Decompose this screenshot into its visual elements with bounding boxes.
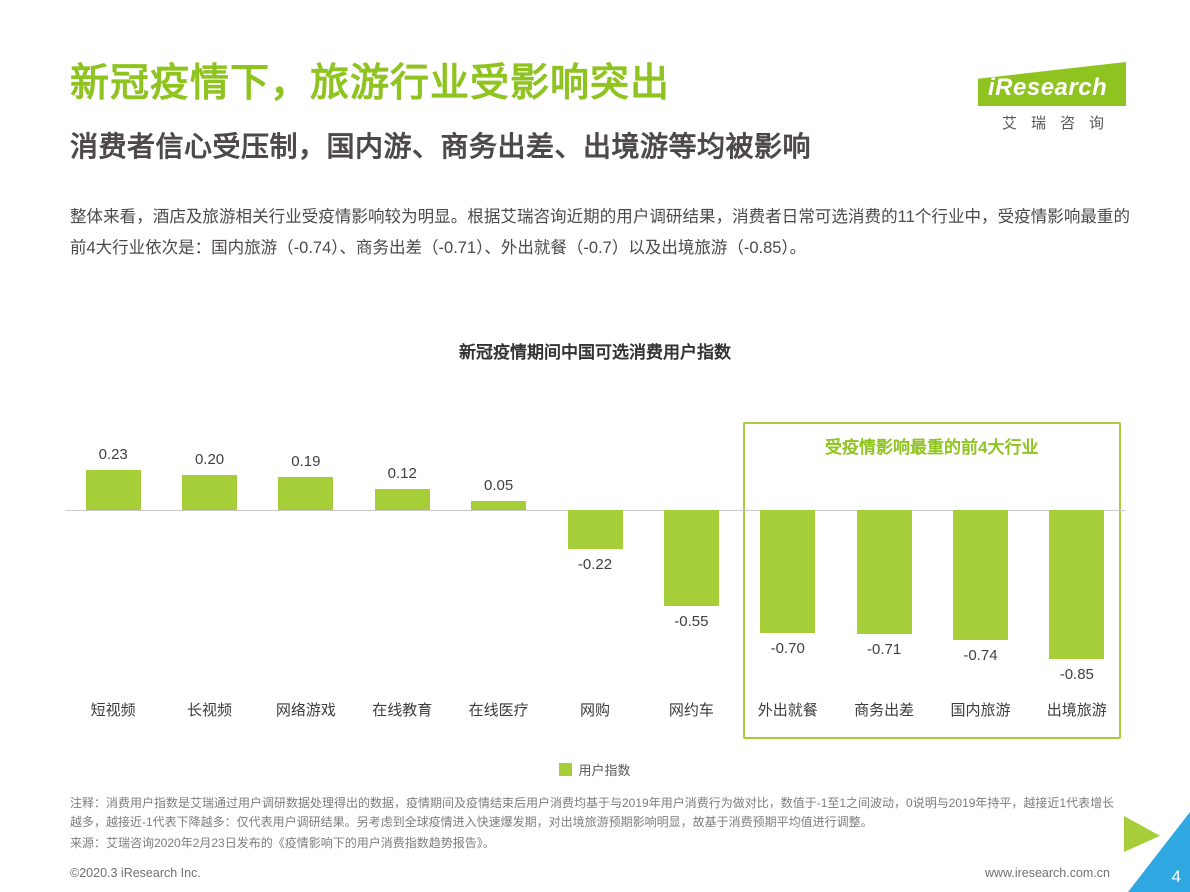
value-label: 0.20: [194, 451, 225, 468]
footnotes: 注释：消费用户指数是艾瑞通过用户调研数据处理得出的数据，疫情期间及疫情结束后用户…: [70, 794, 1125, 856]
category-label: 外出就餐: [757, 702, 818, 719]
value-label: -0.74: [963, 646, 998, 664]
category-label: 商务出差: [854, 702, 915, 719]
value-label: 0.05: [484, 477, 514, 495]
category-label: 在线教育: [372, 702, 433, 719]
bar-商务出差: [856, 510, 912, 635]
bar-网购: [567, 510, 623, 549]
value-label: -0.22: [577, 555, 613, 573]
legend-swatch-icon: [559, 763, 573, 776]
category-label: 在线医疗: [468, 702, 529, 719]
copyright-text: ©2020.3 iResearch Inc.: [70, 866, 201, 880]
bar-在线医疗: [471, 501, 527, 510]
chart-title: 新冠疫情期间中国可选消费用户指数: [459, 343, 731, 362]
bar-国内旅游: [952, 510, 1008, 640]
header: 新冠疫情下，旅游行业受影响突出 消费者信心受压制，国内游、商务出差、出境游等均被…: [70, 62, 1128, 165]
chart-legend: 用户指数: [65, 760, 1125, 779]
footer: ©2020.3 iResearch Inc. www.iresearch.com…: [70, 866, 1110, 880]
category-label: 长视频: [187, 702, 233, 719]
page-number: 4: [1171, 867, 1181, 886]
value-label: -0.70: [770, 639, 805, 657]
value-label: -0.55: [674, 613, 709, 631]
value-label: -0.85: [1059, 665, 1094, 683]
source-text: 来源：艾瑞咨询2020年2月23日发布的《疫情影响下的用户消费指数趋势报告》。: [70, 836, 495, 851]
bar-长视频: [182, 475, 238, 510]
brand-name: iResearch: [988, 74, 1108, 101]
category-label: 网约车: [668, 702, 714, 719]
category-label: 网络游戏: [275, 702, 336, 719]
bar-出境旅游: [1049, 510, 1105, 659]
highlight-box: 受疫情影响最重的前4大行业: [742, 422, 1121, 739]
body-paragraph: 整体来看，酒店及旅游相关行业受疫情影响较为明显。根据艾瑞咨询近期的用户调研结果，…: [70, 208, 1130, 257]
corner-green-triangle-icon: [1124, 816, 1160, 852]
logo-flag-icon: iResearch: [978, 62, 1126, 106]
value-label: 0.12: [387, 465, 417, 482]
corner-decoration: 4: [1124, 812, 1190, 892]
legend-label: 用户指数: [578, 763, 631, 778]
brand-name-cn: 艾瑞咨询: [1001, 115, 1118, 132]
title-block: 新冠疫情下，旅游行业受影响突出 消费者信心受压制，国内游、商务出差、出境游等均被…: [70, 62, 811, 165]
bar-chart: 受疫情影响最重的前4大行业 0.23 短视频 0.20 长视频 0.19 网络游戏 0.12 在…: [65, 420, 1125, 745]
note-text: 注释：消费用户指数是艾瑞通过用户调研数据处理得出的数据，疫情期间及疫情结束后用户…: [70, 796, 1115, 830]
category-label: 网购: [579, 702, 610, 719]
value-label: 0.19: [291, 452, 321, 470]
brand-logo: iResearch 艾瑞咨询: [978, 62, 1128, 133]
website-link[interactable]: www.iresearch.com.cn: [984, 866, 1110, 880]
page-subtitle: 消费者信心受压制，国内游、商务出差、出境游等均被影响: [70, 130, 812, 162]
category-label: 短视频: [90, 702, 136, 719]
value-label: 0.23: [98, 445, 128, 463]
category-label: 国内旅游: [950, 702, 1011, 719]
page-title: 新冠疫情下，旅游行业受影响突出: [70, 62, 671, 105]
bar-短视频: [85, 469, 141, 510]
category-label: 出境旅游: [1046, 702, 1107, 719]
bar-外出就餐: [760, 510, 816, 633]
bar-在线教育: [374, 489, 430, 510]
bar-网络游戏: [278, 476, 334, 510]
bar-网约车: [663, 510, 719, 607]
highlight-box-title: 受疫情影响最重的前4大行业: [825, 438, 1039, 457]
value-label: -0.71: [866, 641, 902, 659]
